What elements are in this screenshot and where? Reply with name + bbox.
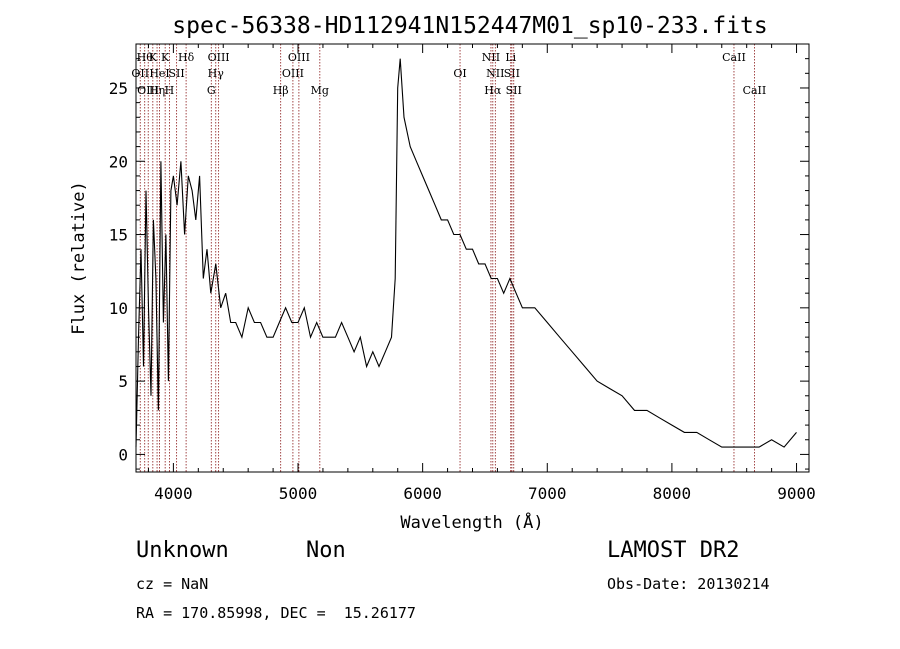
coordinates-label: RA = 170.85998, DEC = 15.26177 bbox=[136, 604, 416, 622]
line-marker-label: SII bbox=[506, 84, 522, 97]
x-tick-label: 7000 bbox=[528, 484, 567, 503]
line-marker-label: Mg bbox=[311, 84, 329, 97]
plot-frame bbox=[135, 43, 810, 473]
y-tick-label: 0 bbox=[118, 445, 128, 464]
obs-date-label: Obs-Date: 20130214 bbox=[607, 575, 770, 593]
line-marker-label: OIII bbox=[208, 51, 230, 64]
x-tick-label: 9000 bbox=[777, 484, 816, 503]
line-marker-label: Hη bbox=[149, 84, 165, 97]
x-tick-label: 4000 bbox=[154, 484, 193, 503]
subclass-label: Non bbox=[306, 538, 346, 563]
line-marker-label: NII bbox=[482, 51, 500, 64]
line-marker-label: Hθ bbox=[137, 51, 154, 64]
y-axis-label: Flux (relative) bbox=[69, 181, 89, 335]
spectrum-chart: spec-56338-HD112941N152447M01_sp10-233.f… bbox=[69, 13, 816, 533]
y-tick-label: 25 bbox=[109, 79, 128, 98]
redshift-label: cz = NaN bbox=[136, 575, 209, 593]
chart-title: spec-56338-HD112941N152447M01_sp10-233.f… bbox=[172, 13, 767, 39]
class-label: Unknown bbox=[136, 538, 229, 563]
line-marker-label: SII bbox=[504, 67, 520, 80]
line-marker-label: Hα bbox=[484, 84, 502, 97]
line-marker-label: OIII bbox=[282, 67, 304, 80]
line-marker-label: OI bbox=[453, 67, 466, 80]
line-marker-label: Hβ bbox=[273, 84, 289, 97]
y-tick-label: 15 bbox=[109, 226, 128, 245]
y-tick-label: 20 bbox=[109, 152, 128, 171]
y-tick-label: 10 bbox=[109, 299, 128, 318]
line-marker-label: OII bbox=[131, 67, 149, 80]
line-marker-label: SII bbox=[169, 67, 185, 80]
line-marker-label: Hγ bbox=[208, 67, 225, 80]
line-marker-label: HeI bbox=[149, 67, 169, 80]
y-axis-ticks: 0 5 10 15 20 25 bbox=[109, 58, 809, 470]
y-tick-label: 5 bbox=[118, 372, 128, 391]
line-marker-label: K bbox=[161, 51, 170, 64]
x-axis-ticks: 4000 5000 6000 7000 8000 9000 bbox=[147, 44, 816, 503]
spectral-line-markers: OII Hθ OIII K Hη HeI K H SII Hδ G Hγ OIII Hβ OIII OIII M… bbox=[131, 44, 766, 472]
survey-label: LAMOST DR2 bbox=[607, 538, 740, 563]
line-marker-label: NII bbox=[486, 67, 504, 80]
line-marker-label: OIII bbox=[288, 51, 310, 64]
line-marker-label: G bbox=[207, 84, 216, 97]
line-marker-label: Hδ bbox=[178, 51, 195, 64]
line-marker-label: OIII bbox=[137, 84, 159, 97]
x-axis-label: Wavelength (Å) bbox=[400, 511, 543, 533]
line-marker-label: CaII bbox=[743, 84, 767, 97]
line-marker-label: Li bbox=[505, 51, 516, 64]
line-marker-label: H bbox=[165, 84, 175, 97]
x-tick-label: 6000 bbox=[403, 484, 442, 503]
x-tick-label: 5000 bbox=[279, 484, 318, 503]
x-tick-label: 8000 bbox=[653, 484, 692, 503]
line-marker-label: K bbox=[149, 51, 158, 64]
spectrum-line bbox=[135, 58, 797, 448]
line-marker-label: CaII bbox=[722, 51, 746, 64]
